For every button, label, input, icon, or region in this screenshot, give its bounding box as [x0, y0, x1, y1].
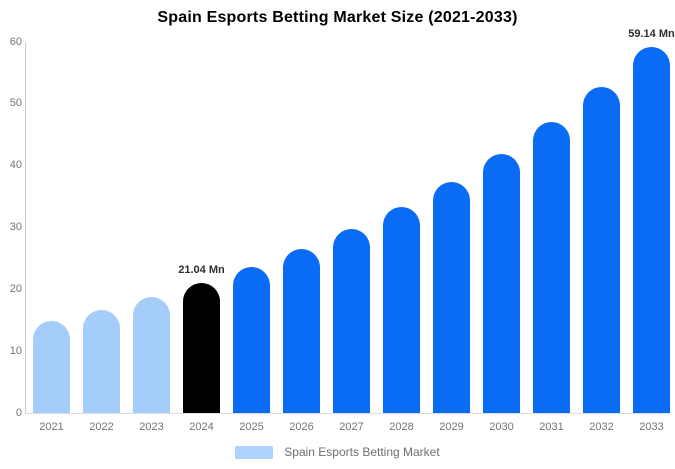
- bar-2027: [333, 229, 370, 413]
- x-tick-2031: 2031: [539, 421, 564, 433]
- bar-2022: [83, 309, 120, 413]
- x-tick-2032: 2032: [589, 421, 614, 433]
- x-tick-2028: 2028: [389, 421, 414, 433]
- x-tick-2023: 2023: [139, 421, 164, 433]
- bar-2021: [33, 320, 70, 413]
- x-tick-2021: 2021: [39, 421, 64, 433]
- x-tick-2029: 2029: [439, 421, 464, 433]
- y-tick-10: 10: [9, 344, 22, 357]
- y-tick-40: 40: [9, 159, 22, 172]
- y-tick-0: 0: [15, 406, 22, 419]
- x-tick-2024: 2024: [189, 421, 214, 433]
- bar-2033: [633, 47, 670, 413]
- x-tick-2030: 2030: [489, 421, 514, 433]
- x-tick-2025: 2025: [239, 421, 264, 433]
- bar-2031: [533, 122, 570, 413]
- bar-2026: [283, 249, 320, 413]
- y-tick-50: 50: [9, 97, 22, 110]
- legend: Spain Esports Betting Market: [0, 445, 675, 459]
- x-tick-2033: 2033: [639, 421, 664, 433]
- x-tick-2022: 2022: [89, 421, 114, 433]
- bar-label-2033: 59.14 Mn: [628, 28, 675, 41]
- bar-2029: [433, 181, 470, 413]
- x-axis-baseline: [25, 413, 670, 414]
- bar-2025: [233, 267, 270, 413]
- chart-title: Spain Esports Betting Market Size (2021-…: [157, 9, 518, 26]
- bar-label-2024: 21.04 Mn: [178, 263, 225, 276]
- bar-2024: [183, 282, 220, 413]
- x-tick-2027: 2027: [339, 421, 364, 433]
- x-tick-2026: 2026: [289, 421, 314, 433]
- y-tick-20: 20: [9, 282, 22, 295]
- bar-2023: [133, 296, 170, 413]
- bar-2032: [583, 87, 620, 413]
- legend-swatch-icon: [235, 445, 274, 459]
- y-axis-line: [25, 42, 26, 413]
- bar-2028: [383, 207, 420, 413]
- legend-label: Spain Esports Betting Market: [284, 445, 440, 459]
- bar-2030: [483, 153, 520, 413]
- y-tick-60: 60: [9, 35, 22, 48]
- y-tick-30: 30: [9, 221, 22, 233]
